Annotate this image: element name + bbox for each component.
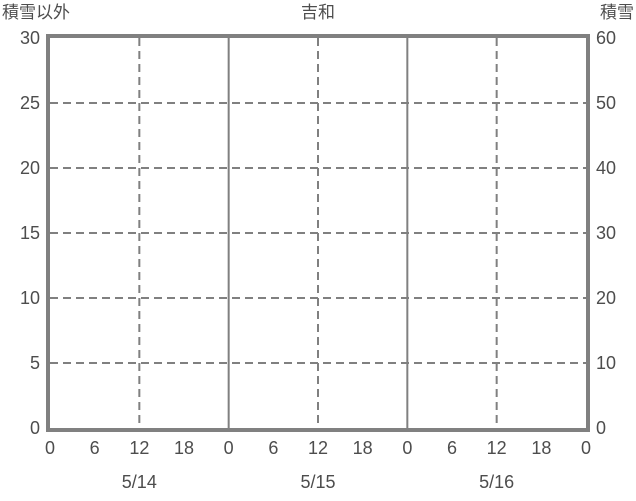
left-axis-tick-label: 15	[19, 223, 40, 243]
right-axis-tick-label: 50	[596, 93, 617, 113]
x-axis-tick-label: 0	[402, 438, 413, 458]
right-axis-tick-label: 10	[596, 353, 617, 373]
x-axis-tick-label: 12	[486, 438, 507, 458]
x-axis-day-label: 5/15	[300, 472, 336, 492]
left-axis-tick-label: 25	[19, 93, 40, 113]
x-axis-tick-label: 12	[129, 438, 150, 458]
left-axis-title: 積雪以外	[2, 3, 70, 22]
left-axis-tick-label: 0	[29, 418, 40, 438]
x-axis-tick-label: 18	[173, 438, 195, 458]
left-axis-tick-label: 5	[29, 353, 40, 373]
x-axis-tick-label: 0	[580, 438, 591, 458]
x-axis-tick-label: 18	[531, 438, 552, 458]
gridlines	[50, 38, 586, 428]
right-axis-tick-label: 60	[596, 28, 617, 48]
left-axis-tick-label: 30	[19, 28, 40, 48]
x-axis-day-label: 5/14	[121, 472, 157, 492]
left-axis-tick-label: 10	[19, 288, 40, 308]
chart-title: 吉和	[301, 3, 335, 22]
right-axis-tick-label: 20	[596, 288, 617, 308]
plot-area	[46, 34, 590, 432]
right-axis-title: 積雪	[600, 3, 634, 22]
right-axis-tick-label: 40	[596, 158, 617, 178]
right-axis-tick-label: 30	[596, 223, 617, 243]
x-axis-tick-label: 6	[89, 438, 100, 458]
x-axis-tick-label: 6	[268, 438, 279, 458]
x-axis-tick-label: 18	[352, 438, 373, 458]
left-axis-tick-label: 20	[19, 158, 40, 178]
x-axis-tick-label: 6	[446, 438, 457, 458]
x-axis-tick-label: 0	[223, 438, 234, 458]
right-axis-tick-label: 0	[596, 418, 607, 438]
x-axis-day-label: 5/16	[479, 472, 515, 492]
x-axis-tick-label: 0	[44, 438, 55, 458]
x-axis-tick-label: 12	[307, 438, 329, 458]
